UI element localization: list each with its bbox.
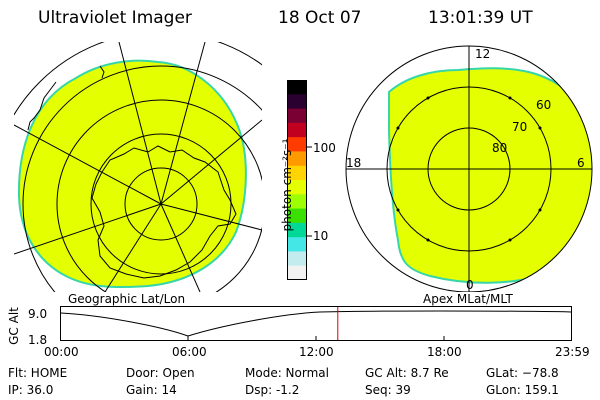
colorbar-cell (287, 194, 307, 210)
info-dsp: Dsp: -1.2 (245, 383, 300, 397)
colorbar-cell (287, 180, 307, 195)
xtick-0000: 00:00 (44, 345, 79, 359)
mlt-label-0: 0 (466, 278, 474, 292)
south-america-coastline (27, 65, 105, 131)
altitude-track-plot (60, 306, 572, 341)
uv-image-magnetic (388, 67, 592, 284)
altitude-ymax: 9.0 (28, 307, 48, 321)
colorbar-tick-100: 100 (313, 141, 336, 155)
uv-image-geographic (17, 59, 247, 289)
instrument-title: Ultraviolet Imager (38, 8, 192, 28)
geographic-image (14, 42, 262, 292)
colorbar (287, 80, 307, 280)
colorbar-tick-10: 10 (313, 229, 329, 243)
info-flight: Flt: HOME (8, 366, 68, 380)
info-gain: Gain: 14 (126, 383, 177, 397)
mlat-label-80: 80 (492, 141, 508, 155)
colorbar-ticks (307, 146, 312, 237)
colorbar-cell (287, 151, 307, 167)
colorbar-cell (287, 237, 307, 252)
colorbar-cell (287, 251, 307, 267)
time-label: 13:01:39 UT (428, 8, 533, 28)
altitude-xticks (187, 336, 445, 340)
xtick-1200: 12:00 (299, 345, 334, 359)
colorbar-cell (287, 208, 307, 224)
mlt-hour-ticks (396, 96, 542, 242)
colorbar-cell (287, 80, 307, 95)
mlt-label-6: 6 (577, 156, 585, 170)
colorbar-cell (287, 137, 307, 152)
colorbar-cell (287, 265, 307, 280)
mlat-label-60: 60 (536, 98, 552, 112)
xtick-1800: 18:00 (427, 345, 462, 359)
colorbar-cell (287, 94, 307, 110)
info-gc-alt: GC Alt: 8.7 Re (365, 366, 449, 380)
mlt-label-12: 12 (475, 47, 491, 61)
date-label: 18 Oct 07 (278, 8, 362, 28)
info-glon: GLon: 159.1 (486, 383, 559, 397)
geographic-grid (14, 42, 262, 292)
mlat-mlt-grid (345, 45, 593, 292)
geographic-panel-label: Geographic Lat/Lon (68, 292, 186, 306)
info-door: Door: Open (126, 366, 195, 380)
xtick-0600: 06:00 (172, 345, 207, 359)
info-glat: GLat: −78.8 (486, 366, 559, 380)
altitude-axis-label: GC Alt (7, 307, 21, 345)
colorbar-cell (287, 122, 307, 138)
colorbar-unit-label: photon cm⁻²s⁻¹ (280, 138, 294, 232)
altitude-curve (60, 310, 572, 337)
colorbar-cell (287, 108, 307, 124)
info-seq: Seq: 39 (365, 383, 411, 397)
colorbar-cell (287, 165, 307, 181)
info-ip: IP: 36.0 (8, 383, 54, 397)
altitude-ymin: 1.8 (28, 333, 48, 347)
magnetic-image (345, 45, 593, 292)
mlt-label-18: 18 (346, 156, 362, 170)
magnetic-panel-label: Apex MLat/MLT (423, 292, 513, 306)
info-mode: Mode: Normal (245, 366, 329, 380)
antarctica-coastline (91, 145, 237, 279)
xtick-2359: 23:59 (555, 345, 590, 359)
mlat-label-70: 70 (512, 120, 528, 134)
colorbar-cell (287, 222, 307, 238)
